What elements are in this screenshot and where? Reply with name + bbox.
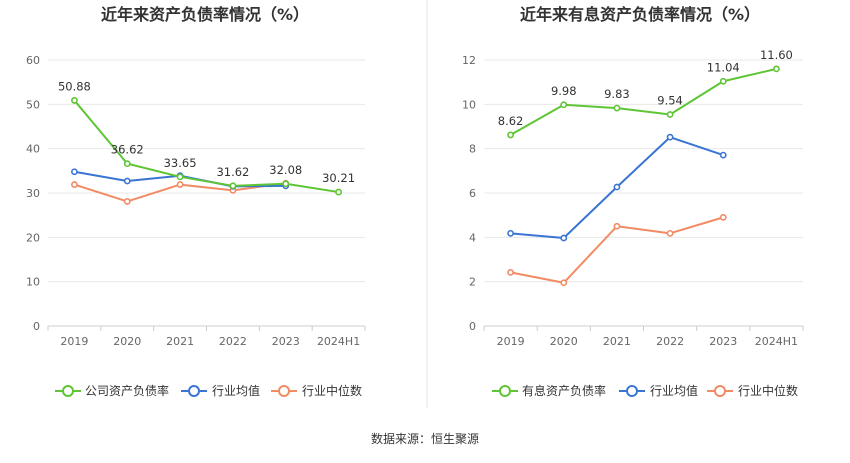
x-tick-label: 2022 [656, 335, 684, 348]
y-tick-label: 40 [26, 143, 40, 156]
data-point [176, 173, 184, 181]
y-tick-label: 60 [26, 54, 40, 67]
x-tick-label: 2020 [113, 335, 141, 348]
data-point [123, 198, 131, 205]
y-tick-label: 0 [33, 320, 40, 333]
data-point [507, 131, 514, 139]
x-tick-label: 2023 [709, 335, 737, 348]
legend-label: 行业均值 [212, 383, 260, 398]
series-line-1 [510, 67, 777, 136]
y-tick-label: 2 [469, 276, 476, 289]
data-point [560, 101, 568, 109]
data-point [507, 268, 514, 276]
data-point [719, 151, 727, 159]
x-tick-label: 2021 [603, 335, 631, 348]
x-tick-label: 2019 [60, 335, 88, 348]
y-tick-label: 30 [26, 187, 40, 200]
data-point [613, 183, 621, 191]
data-point [71, 97, 78, 104]
legend-swatch-marker [188, 385, 200, 397]
legend-label: 行业中位数 [738, 383, 798, 398]
legend-swatch-marker [278, 385, 290, 397]
data-point [229, 182, 237, 190]
y-tick-label: 0 [469, 320, 476, 333]
data-label: 30.21 [322, 171, 355, 185]
legend-label: 有息资产负债率 [522, 383, 606, 398]
data-label: 50.88 [58, 79, 91, 93]
data-label: 8.62 [498, 114, 524, 128]
legend-label: 公司资产负债率 [85, 383, 169, 398]
y-tick-label: 12 [462, 54, 476, 67]
data-label: 33.65 [164, 156, 197, 170]
data-point [719, 77, 727, 85]
data-point [560, 234, 568, 242]
y-tick-label: 4 [469, 231, 476, 244]
data-point [719, 213, 727, 221]
data-label: 11.60 [760, 48, 793, 62]
data-label: 31.62 [216, 165, 249, 179]
data-point [282, 180, 290, 188]
data-point [666, 133, 674, 141]
x-tick-label: 2024H1 [755, 335, 798, 348]
data-label: 9.83 [604, 87, 630, 101]
data-point [507, 229, 514, 237]
data-point [666, 229, 674, 237]
data-point [613, 104, 621, 112]
y-tick-label: 10 [462, 98, 476, 111]
chart-title: 近年来资产负债率情况（%） [101, 5, 309, 24]
chart-title: 近年来有息资产负债率情况（%） [520, 5, 760, 24]
data-point [176, 181, 184, 188]
x-tick-label: 2020 [550, 335, 578, 348]
data-point [123, 177, 131, 185]
chart-1: 近年来资产负债率情况（%） 0 10 20 30 40 50 60 2019 2020 2021 20… [26, 5, 366, 398]
chart-2: 近年来有息资产负债率情况（%） 0 2 4 6 8 10 12 2019 2020 2021 2022… [462, 5, 804, 398]
legend-label: 行业中位数 [302, 383, 362, 398]
legend-swatch-marker [62, 385, 74, 397]
x-tick-label: 2019 [497, 335, 525, 348]
y-tick-label: 6 [469, 187, 476, 200]
x-tick-label: 2023 [272, 335, 300, 348]
data-point [71, 168, 78, 176]
x-tick-label: 2022 [219, 335, 247, 348]
y-tick-label: 10 [26, 276, 40, 289]
data-point [560, 279, 568, 287]
series-line-1 [73, 99, 339, 194]
data-point [613, 222, 621, 230]
legend-swatch-marker [626, 385, 638, 397]
data-point [773, 65, 780, 73]
legend-label: 行业均值 [650, 383, 698, 398]
data-label: 9.54 [657, 94, 683, 108]
data-point [71, 181, 78, 188]
y-tick-label: 8 [469, 143, 476, 156]
y-tick-label: 20 [26, 231, 40, 244]
data-point [123, 160, 131, 168]
data-label: 9.98 [551, 84, 577, 98]
legend-swatch-marker [499, 385, 511, 397]
data-point [666, 111, 674, 118]
x-tick-label: 2024H1 [317, 335, 360, 348]
legend-swatch-marker [714, 385, 726, 397]
data-label: 32.08 [269, 163, 302, 177]
data-label: 11.04 [707, 60, 740, 74]
data-point [335, 188, 342, 196]
data-label: 36.62 [111, 143, 144, 157]
x-tick-label: 2021 [166, 335, 194, 348]
source-note: 数据来源：恒生聚源 [371, 431, 479, 446]
y-tick-label: 50 [26, 98, 40, 111]
